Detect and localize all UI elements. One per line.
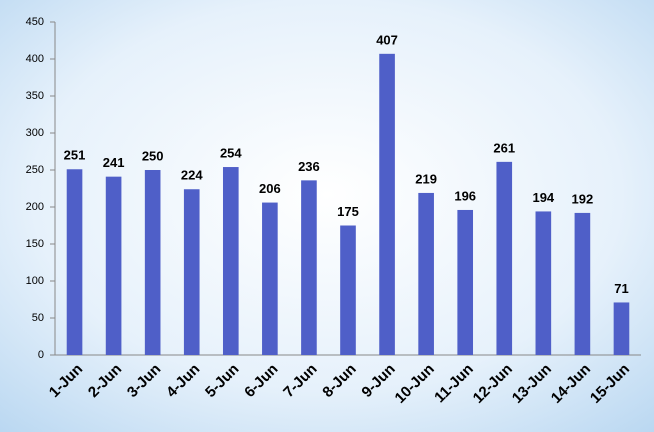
bar <box>222 167 239 355</box>
y-tick-label: 300 <box>26 127 44 139</box>
bar <box>613 302 630 355</box>
bar <box>144 170 161 355</box>
bar <box>457 209 474 355</box>
y-tick-label: 0 <box>38 349 44 361</box>
y-tick-label: 400 <box>26 53 44 65</box>
bar <box>183 189 200 355</box>
y-tick-label: 250 <box>26 164 44 176</box>
y-tick-label: 50 <box>32 312 44 324</box>
value-label: 254 <box>220 145 242 160</box>
value-label: 71 <box>614 281 628 296</box>
bar <box>574 212 591 355</box>
value-label: 251 <box>64 148 86 163</box>
value-label: 236 <box>298 159 320 174</box>
y-tick-label: 200 <box>26 201 44 213</box>
value-label: 175 <box>337 204 359 219</box>
bar <box>66 169 83 355</box>
value-label: 250 <box>142 148 164 163</box>
value-label: 219 <box>415 171 437 186</box>
value-label: 407 <box>376 32 398 47</box>
bar <box>418 192 434 355</box>
value-label: 206 <box>259 181 281 196</box>
value-label: 196 <box>454 188 476 203</box>
value-label: 224 <box>181 168 203 183</box>
value-label: 194 <box>532 190 554 205</box>
value-label: 241 <box>103 155 125 170</box>
bar <box>262 202 278 355</box>
bar <box>535 211 552 355</box>
y-tick-label: 350 <box>26 90 44 102</box>
bar <box>379 53 395 355</box>
value-label: 261 <box>493 140 515 155</box>
y-tick-label: 150 <box>26 238 44 250</box>
bar <box>496 161 513 355</box>
value-label: 192 <box>572 191 594 206</box>
y-tick-label: 450 <box>26 16 44 28</box>
bar <box>301 180 317 355</box>
bar <box>340 225 356 355</box>
bar <box>105 176 122 355</box>
y-tick-label: 100 <box>26 275 44 287</box>
